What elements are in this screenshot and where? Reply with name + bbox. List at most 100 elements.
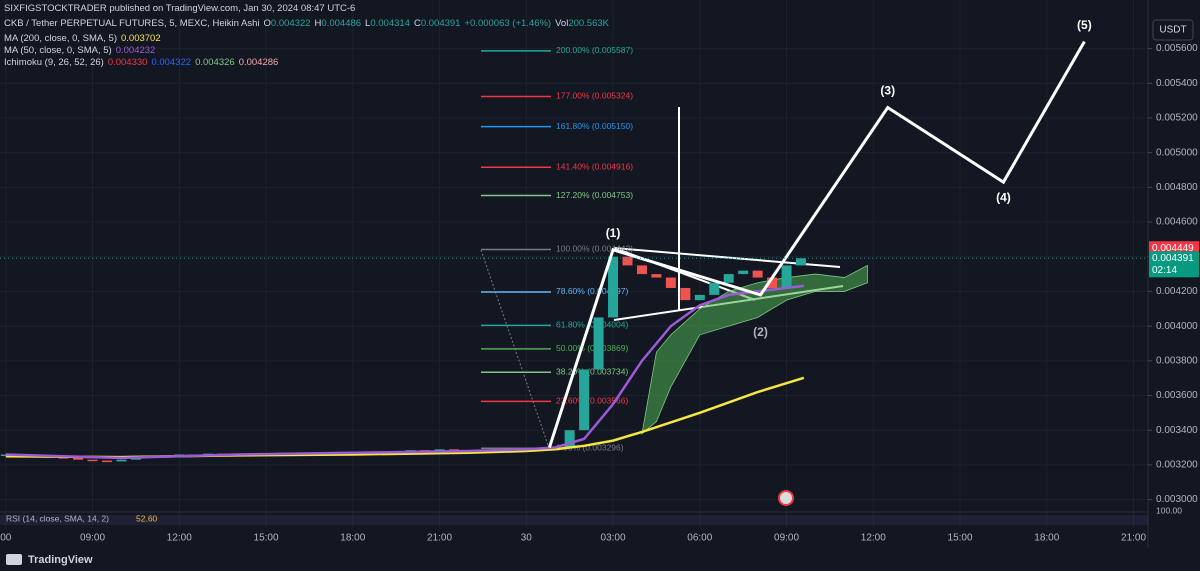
fib-label: 141.40% (0.004916) <box>556 161 633 171</box>
fib-trend-line <box>480 249 549 446</box>
y-tick-label: 0.003000 <box>1156 494 1198 505</box>
ohlc-item: L0.004314 <box>365 18 410 29</box>
y-tick-label: 0.003400 <box>1156 425 1198 436</box>
x-tick-label: 18:00 <box>340 533 365 544</box>
candle <box>680 287 691 301</box>
candle <box>738 270 749 275</box>
candle <box>593 317 604 370</box>
ichimoku-cloud <box>641 264 868 435</box>
wave-label: (4) <box>996 190 1011 204</box>
candle <box>579 369 590 431</box>
price-tag-label: 0.004449 <box>1152 243 1194 254</box>
ohlc-label: O <box>263 18 271 29</box>
rsi-axis-label: 100.00 <box>1156 505 1182 515</box>
x-tick-label: 21:00 <box>1121 533 1146 544</box>
candle <box>665 277 676 288</box>
x-tick-label: 15:00 <box>948 533 973 544</box>
fib-label: 127.20% (0.004753) <box>556 190 633 200</box>
y-tick-label: 0.003600 <box>1156 390 1198 401</box>
fib-label: 0.00% (0.003296) <box>556 442 624 452</box>
wave-label: (5) <box>1077 18 1092 32</box>
candle <box>723 274 734 283</box>
y-tick-label: 0.003800 <box>1156 355 1198 366</box>
logo <box>6 554 22 565</box>
fib-label: 61.80% (0.004004) <box>556 320 628 330</box>
volume-label: Vol <box>555 18 569 29</box>
candle <box>87 459 98 462</box>
candle <box>752 270 763 278</box>
indicator-name: Ichimoku (9, 26, 52, 26) <box>4 57 104 68</box>
ohlc-label: H <box>314 18 322 29</box>
publisher: SIXFIGSTOCKTRADER published on TradingVi… <box>4 3 356 14</box>
candle <box>781 265 792 288</box>
candle <box>101 460 112 463</box>
ohlc-value: 0.004486 <box>321 18 362 29</box>
candle <box>608 256 619 318</box>
grid <box>0 0 1148 528</box>
indicator-value: 0.004330 <box>107 57 148 68</box>
wave-label: (3) <box>880 84 895 98</box>
symbol-line: CKB / Tether PERPETUAL FUTURES, 5, MEXC,… <box>4 18 609 29</box>
branding: TradingView <box>28 554 93 566</box>
y-tick-label: 0.005000 <box>1156 147 1198 158</box>
symbol: CKB / Tether PERPETUAL FUTURES, 5, MEXC,… <box>4 18 260 29</box>
y-tick-label: 0.003200 <box>1156 460 1198 471</box>
fib-label: 38.20% (0.003734) <box>556 367 628 377</box>
y-tick-label: 0.005600 <box>1156 43 1198 54</box>
x-tick-label: 00 <box>0 533 12 544</box>
rsi-label: RSI (14, close, SMA, 14, 2) <box>6 513 109 523</box>
x-tick-label: 03:00 <box>601 533 626 544</box>
candle <box>130 457 141 460</box>
x-tick-label: 15:00 <box>254 533 279 544</box>
wave-label: (2) <box>753 325 768 339</box>
currency-box[interactable] <box>1152 19 1194 41</box>
candle <box>709 282 720 295</box>
y-tick-label: 0.004600 <box>1156 217 1198 228</box>
fib-label: 78.60% (0.004197) <box>556 286 628 296</box>
indicator-value: 0.003702 <box>121 33 161 44</box>
ohlc-item: H0.004486 <box>315 18 362 29</box>
indicator-row[interactable]: MA (50, close, 0, SMA, 5) 0.004232 <box>4 45 155 56</box>
ohlc-label: C <box>413 18 421 29</box>
indicator-value: 0.004286 <box>238 57 279 68</box>
ma-line <box>5 376 805 459</box>
price-tag-label: 0.004391 <box>1152 253 1194 264</box>
countdown: 02:14 <box>1152 265 1177 276</box>
y-tick-label: 0.004200 <box>1156 286 1198 297</box>
indicator-value: 0.004326 <box>195 57 235 68</box>
volume: Vol200.563K <box>555 18 609 29</box>
x-tick-label: 06:00 <box>687 533 712 544</box>
y-tick-label: 0.004800 <box>1156 182 1198 193</box>
y-tick-label: 0.004000 <box>1156 321 1198 332</box>
candle <box>636 265 647 275</box>
fib-label: 200.00% (0.005587) <box>556 45 633 55</box>
fib-label: 161.80% (0.005150) <box>556 121 633 131</box>
candle <box>795 258 806 266</box>
currency: USDT <box>1159 25 1186 36</box>
drawing-line <box>613 247 841 268</box>
event-flag[interactable] <box>778 490 794 506</box>
ohlc-label: L <box>365 18 371 29</box>
ma-line <box>5 284 805 460</box>
rsi-band <box>0 515 1148 525</box>
fib-label: 100.00% (0.004442) <box>556 244 633 254</box>
ohlc-item: O0.004322 <box>264 18 311 29</box>
price-tag <box>1149 251 1199 278</box>
x-tick-label: 09:00 <box>80 533 105 544</box>
ohlc-value: 0.004322 <box>270 18 311 29</box>
candle <box>767 277 778 288</box>
fib-label: 177.00% (0.005324) <box>556 91 633 101</box>
indicator-name: MA (50, close, 0, SMA, 5) <box>4 45 112 56</box>
candle <box>651 274 662 278</box>
indicator-row[interactable]: MA (200, close, 0, SMA, 5) 0.003702 <box>4 33 161 44</box>
indicator-name: MA (200, close, 0, SMA, 5) <box>4 33 117 44</box>
rsi-value: 52.60 <box>136 513 158 523</box>
candle <box>622 256 633 266</box>
indicator-row[interactable]: Ichimoku (9, 26, 52, 26) 0.004330 0.004322… <box>4 57 278 68</box>
publisher-line: SIXFIGSTOCKTRADER published on TradingVi… <box>4 3 355 14</box>
ohlc-item: C0.004391 <box>414 18 461 29</box>
candle <box>73 457 84 460</box>
ohlc-value: 0.004391 <box>420 18 461 29</box>
x-tick-label: 21:00 <box>427 533 452 544</box>
